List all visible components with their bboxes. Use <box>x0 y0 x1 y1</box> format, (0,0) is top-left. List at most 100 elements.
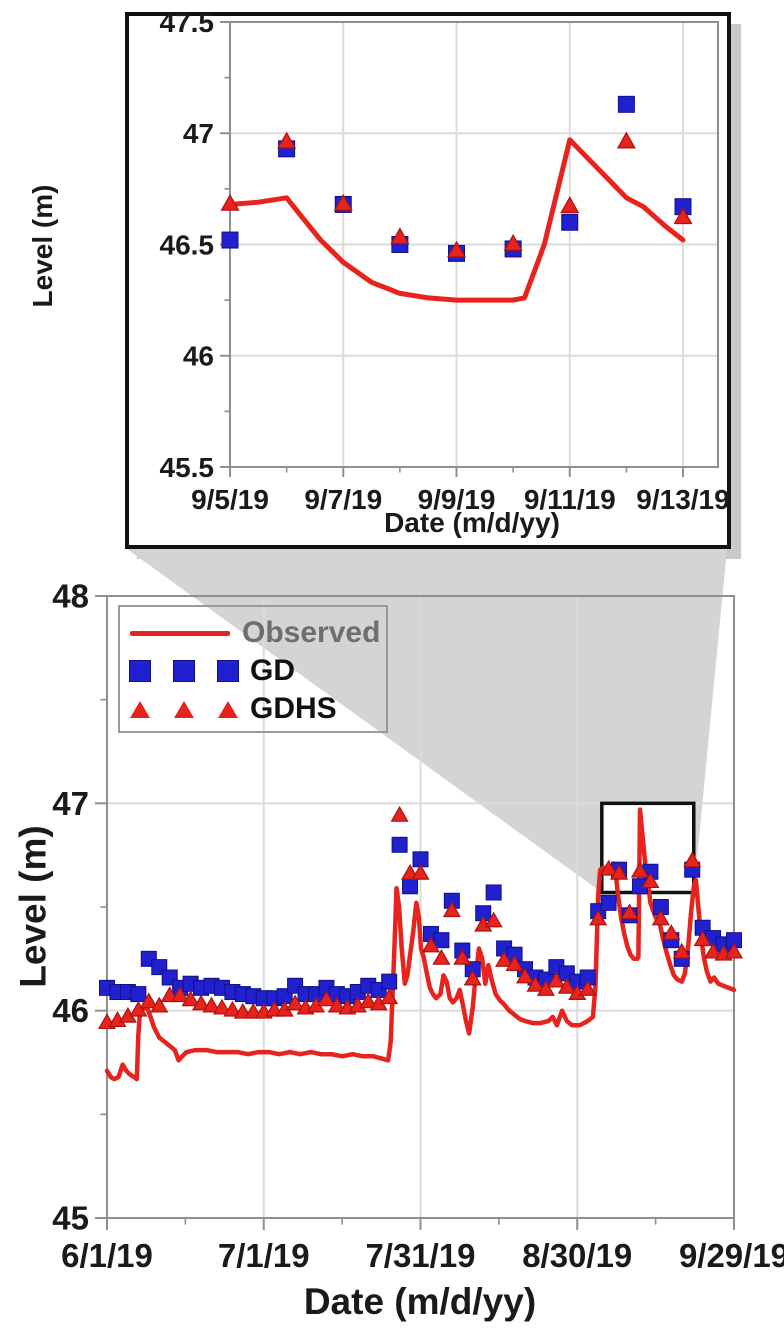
inset-y-axis-title: Level (m) <box>27 184 58 308</box>
gdhs-triangle-marker <box>390 227 410 245</box>
observed-line <box>227 137 686 303</box>
gdhs-triangle-marker <box>453 948 472 965</box>
y-tick-label: 47 <box>52 785 89 822</box>
gdhs-triangle-marker <box>495 951 514 967</box>
gdhs-triangle-marker <box>411 863 430 880</box>
x-tick-label: 8/30/19 <box>522 1237 632 1274</box>
gdhs-triangle-marker <box>526 975 545 992</box>
gd-square-marker <box>391 836 408 853</box>
gdhs-triangle-marker <box>463 969 482 986</box>
legend-label-gd: GD <box>250 654 295 687</box>
gdhs-triangle-marker <box>220 193 240 211</box>
legend-label-observed: Observed <box>242 616 381 649</box>
y-tick-label: 46 <box>183 341 214 372</box>
x-tick-label: 9/7/19 <box>304 484 382 515</box>
legend-item-gdhs: GDHS <box>130 690 386 728</box>
gdhs-triangle-marker <box>446 240 467 258</box>
legend-item-observed: Observed <box>130 614 386 652</box>
inset-chart-series <box>220 95 693 303</box>
x-tick-label: 9/11/19 <box>524 484 616 515</box>
y-tick-label: 45.5 <box>160 452 215 483</box>
x-tick-label: 9/13/19 <box>636 484 729 515</box>
y-tick-label: 47.5 <box>160 7 215 38</box>
observed-line-swatch-icon <box>130 630 230 636</box>
gd-square-marker <box>130 986 147 1003</box>
gdhs-triangle-marker <box>505 955 524 971</box>
observed-line <box>104 807 737 1082</box>
gdhs-triangle-marker <box>630 861 649 878</box>
gd-square-marker <box>402 878 419 895</box>
gd-square-swatch-icon <box>129 660 151 682</box>
gdhs-triangle-swatch-icon <box>130 700 150 718</box>
gdhs-triangle-marker <box>560 196 580 213</box>
gdhs-triangle-marker <box>673 207 693 225</box>
legend-item-gd: GD <box>129 652 386 690</box>
gdhs-triangle-marker <box>359 992 378 1009</box>
gdhs-triangle-marker <box>380 988 399 1005</box>
gdhs-triangle-marker <box>557 977 576 994</box>
gd-square-marker <box>485 884 502 901</box>
gdhs-triangle-marker <box>724 942 744 959</box>
gdhs-triangle-marker <box>547 971 566 988</box>
y-tick-label: 45 <box>52 1200 89 1237</box>
x-tick-label: 9/9/19 <box>418 484 496 515</box>
gdhs-triangle-marker <box>390 805 409 822</box>
gdhs-triangle-marker <box>317 990 336 1007</box>
x-tick-label: 7/1/19 <box>218 1237 310 1274</box>
gdhs-triangle-marker <box>616 131 636 149</box>
inset-x-axis-title: Date (m/d/yy) <box>384 507 560 538</box>
gdhs-triangle-marker <box>421 936 440 953</box>
gdhs-triangle-marker <box>432 948 451 965</box>
gdhs-triangle-marker <box>212 998 231 1015</box>
legend-label-gdhs: GDHS <box>250 692 337 725</box>
x-tick-label: 7/31/19 <box>365 1237 475 1274</box>
gd-square-swatch-icon <box>173 660 195 682</box>
x-tick-label: 6/1/19 <box>61 1237 153 1274</box>
gdhs-triangle-marker <box>277 131 297 149</box>
gdhs-triangle-marker <box>503 233 523 251</box>
gdhs-triangle-marker <box>333 193 353 211</box>
gd-square-marker <box>561 213 579 231</box>
main-chart-series <box>97 805 744 1082</box>
gdhs-triangle-marker <box>202 996 221 1013</box>
gdhs-triangle-marker <box>515 967 535 984</box>
gdhs-triangle-marker <box>672 942 691 959</box>
gd-square-marker <box>221 231 239 249</box>
main-y-axis-title: Level (m) <box>12 825 54 988</box>
gdhs-triangle-marker <box>641 872 660 889</box>
gdhs-triangle-marker <box>181 990 200 1007</box>
gd-square-swatch-icon <box>217 660 239 682</box>
gdhs-triangle-marker <box>171 986 190 1003</box>
y-tick-label: 46 <box>52 992 89 1029</box>
gdhs-triangle-marker <box>192 994 211 1011</box>
gdhs-triangle-marker <box>484 911 503 928</box>
x-tick-label: 9/5/19 <box>191 484 269 515</box>
gdhs-triangle-marker <box>662 924 681 940</box>
gdhs-triangle-marker <box>704 942 723 959</box>
gdhs-triangle-swatch-icon <box>218 700 238 718</box>
gdhs-triangle-swatch-icon <box>174 700 194 718</box>
gdhs-triangle-marker <box>536 980 555 996</box>
gdhs-triangle-marker <box>578 980 597 996</box>
gdhs-triangle-marker <box>683 851 702 868</box>
gdhs-triangle-marker <box>610 863 629 880</box>
legend-box: Observed GD GDHS <box>118 605 388 733</box>
y-tick-label: 47 <box>183 118 214 149</box>
gd-square-marker <box>600 894 617 911</box>
gd-square-marker <box>433 932 450 949</box>
gdhs-triangle-marker <box>599 859 618 876</box>
gdhs-triangle-marker <box>223 1000 242 1017</box>
main-x-axis-title: Date (m/d/yy) <box>303 1281 537 1322</box>
gd-square-marker <box>617 95 635 113</box>
gdhs-triangle-marker <box>150 996 169 1013</box>
gdhs-triangle-marker <box>651 909 670 926</box>
gdhs-triangle-marker <box>129 1000 148 1017</box>
y-tick-label: 46.5 <box>160 229 215 260</box>
gdhs-triangle-marker <box>693 930 712 947</box>
gdhs-triangle-marker <box>620 903 639 920</box>
y-tick-label: 48 <box>52 578 89 615</box>
gdhs-triangle-marker <box>139 992 158 1009</box>
gdhs-triangle-marker <box>286 994 305 1011</box>
gdhs-triangle-marker <box>327 996 346 1013</box>
